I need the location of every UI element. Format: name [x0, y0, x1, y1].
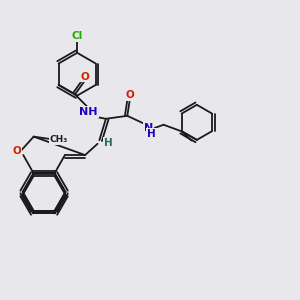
Text: Cl: Cl — [72, 31, 83, 41]
Text: O: O — [126, 90, 135, 100]
Text: O: O — [12, 146, 21, 157]
Text: H: H — [104, 138, 113, 148]
Text: CH₃: CH₃ — [49, 135, 68, 144]
Text: H: H — [147, 129, 156, 139]
Text: NH: NH — [80, 107, 98, 117]
Text: O: O — [80, 72, 89, 82]
Text: N: N — [144, 123, 153, 133]
